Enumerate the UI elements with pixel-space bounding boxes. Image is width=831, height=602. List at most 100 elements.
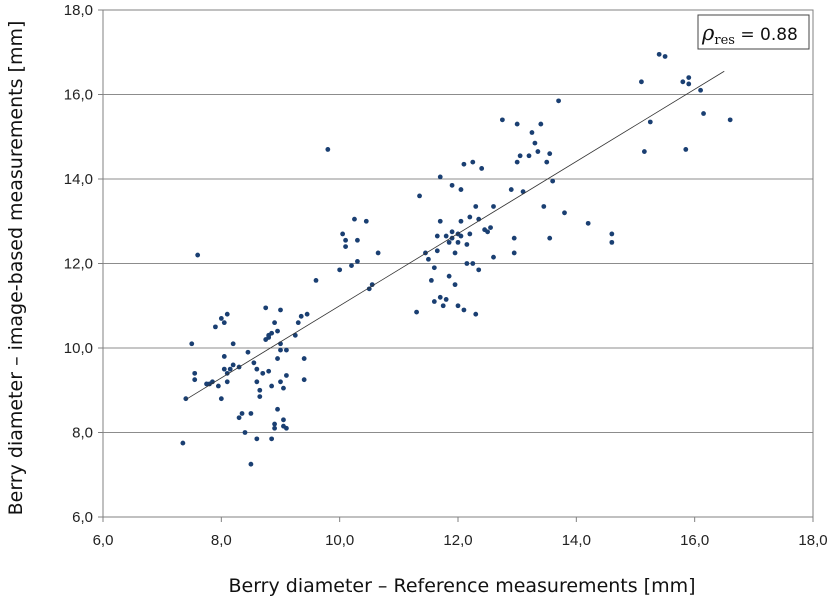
data-point [647,119,653,125]
x-axis-title: Berry diameter – Reference measurements … [228,575,695,597]
data-point [491,204,496,209]
data-point [281,417,286,423]
data-point [641,149,647,154]
regression-line [185,70,725,400]
data-point [224,379,230,385]
data-point [266,368,272,374]
data-point [224,311,230,317]
x-tick-label: 8,0 [211,532,232,549]
data-point [511,235,517,241]
data-point [508,187,514,192]
y-tick-label: 16,0 [64,87,93,104]
legend-box: ρres = 0.88 [697,14,810,50]
data-point [431,299,437,304]
data-point [455,239,461,245]
data-point [230,341,236,347]
data-point [251,360,257,366]
data-point [686,75,692,80]
data-point [467,231,473,237]
svg-text:ρres = 0.88: ρres = 0.88 [701,21,798,48]
data-point [269,330,275,336]
data-point [343,244,348,250]
data-point [437,294,443,300]
data-point [479,166,485,171]
data-point [375,250,381,256]
data-point [224,370,230,376]
data-point [248,411,254,416]
data-point [449,229,455,235]
data-point [195,252,201,258]
data-point [446,273,452,279]
data-point [230,362,236,368]
data-point [437,218,443,224]
legend-value: = 0.88 [735,25,798,45]
data-point [662,54,668,59]
data-point [609,231,615,237]
data-point [349,263,354,269]
data-point [221,354,227,359]
data-point [431,265,437,271]
data-point [417,193,422,199]
y-tick-label: 10,0 [64,340,93,357]
data-point [369,282,375,288]
data-point [355,258,360,264]
data-point [541,204,547,209]
data-point [458,233,464,239]
data-point [434,233,440,239]
y-tick-label: 12,0 [64,256,93,273]
data-point [298,313,304,319]
data-point [476,267,482,273]
y-axis-title: Berry diameter – image-based measurement… [5,21,27,516]
y-tick-label: 8,0 [72,425,93,442]
data-point [514,159,520,165]
data-point [547,151,553,157]
data-point [485,229,490,235]
data-point [529,130,535,135]
y-tick-label: 6,0 [72,509,93,526]
data-point [517,153,523,159]
axis-ticks: 6,0 8,0 10,0 12,0 14,0 16,0 18,0 6,0 8,0 10,0 12,0… [64,2,828,549]
data-point [437,174,443,180]
data-point [698,87,703,93]
data-point [701,111,706,116]
data-point [449,235,455,241]
data-point [254,379,260,385]
data-point [213,324,218,330]
data-point [284,425,289,431]
data-point [275,356,280,361]
data-point [467,214,473,220]
data-point [304,311,310,317]
data-point [340,231,346,237]
data-point [192,370,198,376]
data-point [242,430,248,435]
data-point [443,233,449,239]
data-point [352,216,357,222]
data-point [218,396,224,402]
data-point [609,239,615,245]
data-point [455,303,461,309]
data-point [257,394,263,399]
data-point [473,204,479,209]
data-point [535,149,541,154]
data-point [461,307,467,313]
data-point [227,366,233,372]
data-point [452,250,458,256]
data-point [683,147,689,152]
data-point [221,366,227,372]
data-point [325,147,331,152]
data-point [461,161,467,167]
data-point [366,286,372,292]
data-point [452,282,458,288]
data-point [585,220,591,226]
data-point [183,396,189,402]
data-point [260,370,266,376]
data-point [189,341,195,347]
data-point [192,377,198,383]
data-point [514,121,520,127]
data-point [221,320,227,326]
legend-subscript: res [714,33,735,48]
data-point [281,385,286,391]
data-point [278,347,283,353]
data-point [464,261,470,266]
data-point [443,297,449,302]
